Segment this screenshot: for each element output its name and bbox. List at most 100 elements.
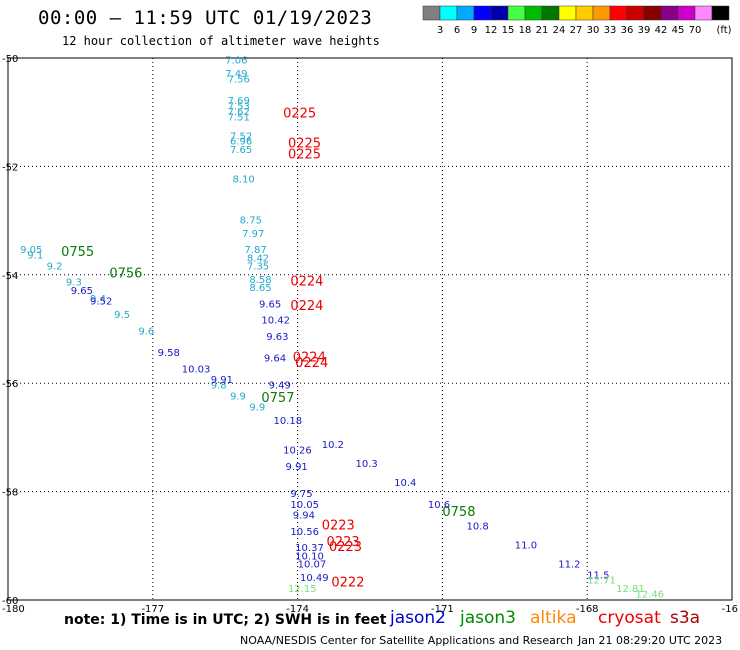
plot-frame <box>7 57 733 601</box>
data-label-cryosat: 0224 <box>295 356 328 371</box>
data-label-jason2: 10.4 <box>394 478 416 489</box>
data-label-jason2: 10.03 <box>182 364 211 375</box>
colorbar-swatch <box>643 5 662 21</box>
chart-title: 00:00 — 11:59 UTC 01/19/2023 <box>38 7 373 29</box>
colorbar-tick-label: 21 <box>536 25 549 36</box>
colorbar-unit: (ft) <box>716 25 731 36</box>
x-tick-label: -16 <box>722 604 738 615</box>
colorbar-swatch <box>524 5 543 21</box>
colorbar-swatch <box>490 5 509 21</box>
data-label-jason2: 9.65 <box>71 286 93 297</box>
legend-item-s3a: s3a <box>670 608 701 628</box>
data-label-altika: 7.56 <box>228 74 250 85</box>
colorbar-swatch <box>439 5 458 21</box>
footer-credits: NOAA/NESDIS Center for Satellite Applica… <box>240 634 574 647</box>
data-label-jason2: 11.0 <box>515 541 537 552</box>
data-label-jason3: 0756 <box>109 267 142 282</box>
colorbar-swatch <box>660 5 679 21</box>
colorbar-swatch <box>558 5 577 21</box>
data-label-altika: 9.1 <box>27 251 43 262</box>
data-label-altika: 6.96 <box>230 137 252 148</box>
colorbar-swatch <box>473 5 492 21</box>
data-label-jason2: 10.2 <box>322 440 344 451</box>
colorbar-swatch <box>626 5 645 21</box>
colorbar-tick-label: 39 <box>638 25 651 36</box>
data-label-jason2: 9.63 <box>266 332 288 343</box>
data-label-altika: 9.8 <box>211 381 227 392</box>
data-label-altika: 9.5 <box>114 310 130 321</box>
colorbar-swatch <box>422 5 441 21</box>
data-label-jason2: 10.56 <box>290 527 319 538</box>
legend-item-jason3: jason3 <box>460 608 516 628</box>
colorbar-swatch <box>541 5 560 21</box>
data-label-jason3: 0755 <box>61 245 94 260</box>
data-label-altika: 8.65 <box>249 283 271 294</box>
colorbar-tick-label: 18 <box>519 25 532 36</box>
data-label-altika: 7.35 <box>247 261 269 272</box>
data-label-jason2: 10.3 <box>356 459 378 470</box>
data-label-altika: 7.49 <box>225 69 247 80</box>
legend-item-cryosat: cryosat <box>598 608 661 628</box>
data-label-altika: 7.52 <box>230 131 252 142</box>
colorbar-tick-label: 70 <box>689 25 702 36</box>
data-label-altika: 8.58 <box>249 275 271 286</box>
data-label-jason2: 10.07 <box>298 559 327 570</box>
data-label-altika: 7.87 <box>245 245 267 256</box>
data-label-jason2: 9.94 <box>293 511 315 522</box>
y-tick-label: -50 <box>2 54 18 65</box>
data-label-altika: 7.65 <box>230 145 252 156</box>
data-label-altika: 9.6 <box>138 326 154 337</box>
y-tick-label: -56 <box>2 379 18 390</box>
data-label-s3a: 12.71 <box>587 576 616 587</box>
data-label-jason2: 10.26 <box>283 446 312 457</box>
data-label-s3a: 12.81 <box>616 584 645 595</box>
colorbar-tick-label: 9 <box>471 25 477 36</box>
colorbar-tick-label: 24 <box>553 25 566 36</box>
legend-item-jason2: jason2 <box>390 608 446 628</box>
data-label-altika: 8.10 <box>232 175 254 186</box>
x-tick-label: -168 <box>576 604 599 615</box>
data-label-cryosat: 0223 <box>322 519 355 534</box>
y-tick-label: -60 <box>2 596 18 607</box>
data-label-cryosat: 0224 <box>290 299 323 314</box>
colorbar-tick-label: 15 <box>502 25 515 36</box>
colorbar-tick-label: 42 <box>655 25 668 36</box>
data-label-jason2: 10.8 <box>467 522 489 533</box>
y-tick-label: -52 <box>2 162 18 173</box>
colorbar-swatch <box>711 5 730 21</box>
data-label-jason2: 9.91 <box>286 462 308 473</box>
data-label-altika: 7.06 <box>225 55 247 66</box>
data-label-jason3: 0758 <box>442 505 475 520</box>
data-label-jason2: 10.42 <box>261 316 290 327</box>
data-label-altika: 7.53 <box>228 101 250 112</box>
colorbar-tick-label: 12 <box>485 25 498 36</box>
data-label-s3a: 12.46 <box>635 589 664 600</box>
colorbar-swatch <box>694 5 713 21</box>
data-label-altika: 9.2 <box>47 261 63 272</box>
colorbar-swatch <box>575 5 594 21</box>
colorbar-tick-label: 45 <box>672 25 685 36</box>
data-label-altika: 7.97 <box>242 229 264 240</box>
colorbar-tick-label: 33 <box>604 25 617 36</box>
data-label-altika: 8.42 <box>247 253 269 264</box>
x-tick-label: -180 <box>2 604 25 615</box>
legend-item-altika: altika <box>530 608 577 628</box>
colorbar: 3 6 9 12 15 18 21 24 27 30 33 36 39 42 45 70 (ft) <box>422 5 732 36</box>
data-label-altika: 9.4 <box>90 294 106 305</box>
colorbar-tick-label: 6 <box>454 25 460 36</box>
colorbar-swatch <box>677 5 696 21</box>
colorbar-swatch <box>609 5 628 21</box>
data-label-jason2: 10.18 <box>273 416 302 427</box>
data-label-jason2: 9.91 <box>211 375 233 386</box>
data-label-jason2: 11.5 <box>587 570 609 581</box>
data-label-altika: 9.05 <box>20 245 42 256</box>
data-label-jason2: 9.64 <box>264 354 286 365</box>
data-label-s3a: 12.15 <box>288 584 317 595</box>
data-label-altika: 9.9 <box>230 391 246 402</box>
data-label-cryosat: 0223 <box>327 535 360 550</box>
colorbar-tick-label: 27 <box>570 25 583 36</box>
colorbar-tick-label: 36 <box>621 25 634 36</box>
data-label-jason2: 10.37 <box>295 543 324 554</box>
data-label-altika: 7.51 <box>228 112 250 123</box>
